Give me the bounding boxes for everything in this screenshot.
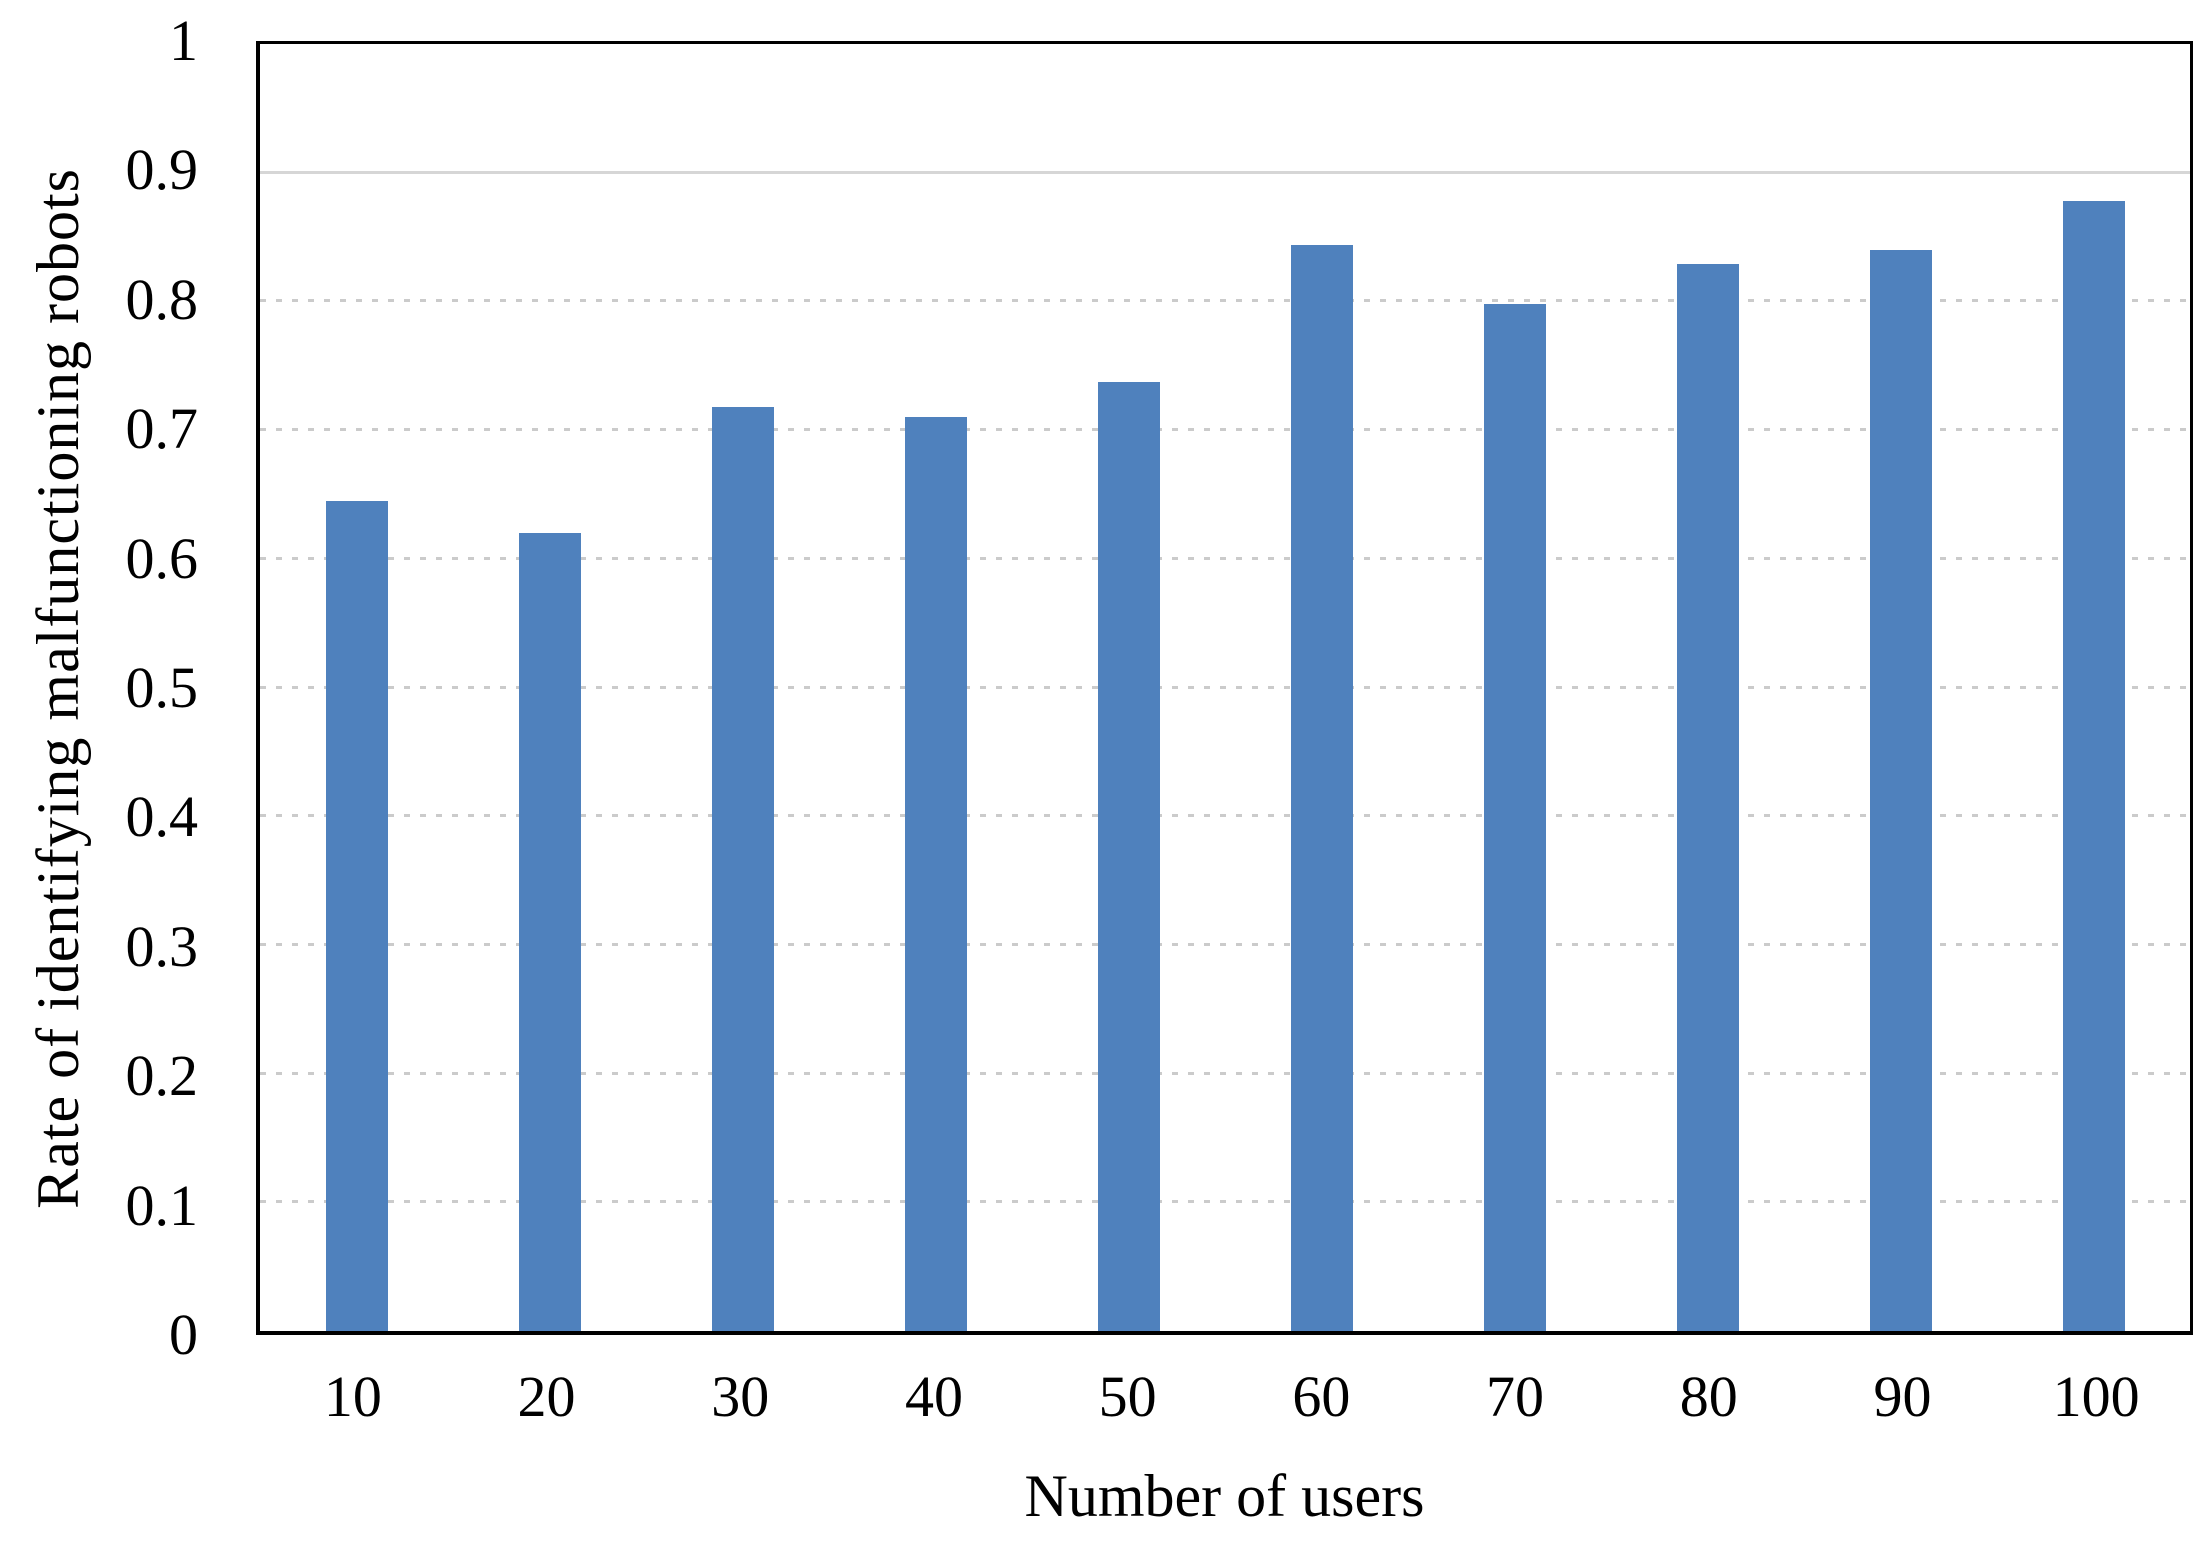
y-tick-label-0.4: 0.4 bbox=[125, 784, 199, 850]
x-tick-label-100: 100 bbox=[2052, 1364, 2140, 1429]
x-tick-label-60: 60 bbox=[1292, 1364, 1351, 1429]
x-tick-label-10: 10 bbox=[323, 1364, 382, 1429]
x-tick-label-40: 40 bbox=[904, 1364, 963, 1429]
y-tick-labels: 0 0.1 0.2 0.3 0.4 0.5 0.6 0.7 0.8 0.9 1 bbox=[0, 12, 199, 1364]
x-tick-label-50: 50 bbox=[1098, 1364, 1157, 1429]
y-tick-label-0.9: 0.9 bbox=[125, 137, 199, 203]
bar-100 bbox=[2062, 201, 2125, 1331]
plot-area bbox=[256, 41, 2193, 1335]
gridline-0.4 bbox=[260, 814, 2190, 818]
y-tick-label-1: 1 bbox=[169, 8, 198, 73]
bar-80 bbox=[1676, 264, 1739, 1331]
x-tick-labels: 10 20 30 40 50 60 70 80 90 100 bbox=[256, 1368, 2193, 1440]
bar-20 bbox=[518, 533, 581, 1331]
y-tick-label-0.8: 0.8 bbox=[125, 266, 199, 332]
bar-60 bbox=[1290, 244, 1353, 1331]
y-tick-label-0: 0 bbox=[169, 1302, 198, 1367]
gridline-0.9 bbox=[260, 170, 2190, 174]
bar-30 bbox=[711, 406, 774, 1331]
gridline-0.1 bbox=[260, 1200, 2190, 1204]
gridline-0.6 bbox=[260, 556, 2190, 560]
y-tick-label-0.2: 0.2 bbox=[125, 1043, 199, 1109]
bar-90 bbox=[1869, 249, 1932, 1331]
x-tick-label-30: 30 bbox=[711, 1364, 770, 1429]
gridline-0.3 bbox=[260, 942, 2190, 946]
bar-40 bbox=[904, 417, 967, 1331]
x-tick-label-90: 90 bbox=[1873, 1364, 1932, 1429]
y-tick-label-0.5: 0.5 bbox=[125, 655, 199, 720]
gridline-0.8 bbox=[260, 299, 2190, 303]
bar-70 bbox=[1483, 303, 1546, 1331]
x-tick-label-70: 70 bbox=[1486, 1364, 1545, 1429]
bar-50 bbox=[1097, 382, 1160, 1331]
gridline-0.2 bbox=[260, 1071, 2190, 1075]
x-axis-title: Number of users bbox=[1024, 1463, 1425, 1529]
y-tick-label-0.7: 0.7 bbox=[125, 396, 199, 462]
gridline-0.7 bbox=[260, 428, 2190, 432]
gridline-0.5 bbox=[260, 685, 2190, 689]
bar-10 bbox=[325, 500, 388, 1331]
x-tick-label-80: 80 bbox=[1679, 1364, 1738, 1429]
y-tick-label-0.1: 0.1 bbox=[125, 1172, 199, 1238]
y-tick-label-0.6: 0.6 bbox=[125, 525, 199, 591]
y-tick-label-0.3: 0.3 bbox=[125, 913, 199, 979]
x-tick-label-20: 20 bbox=[517, 1364, 576, 1429]
